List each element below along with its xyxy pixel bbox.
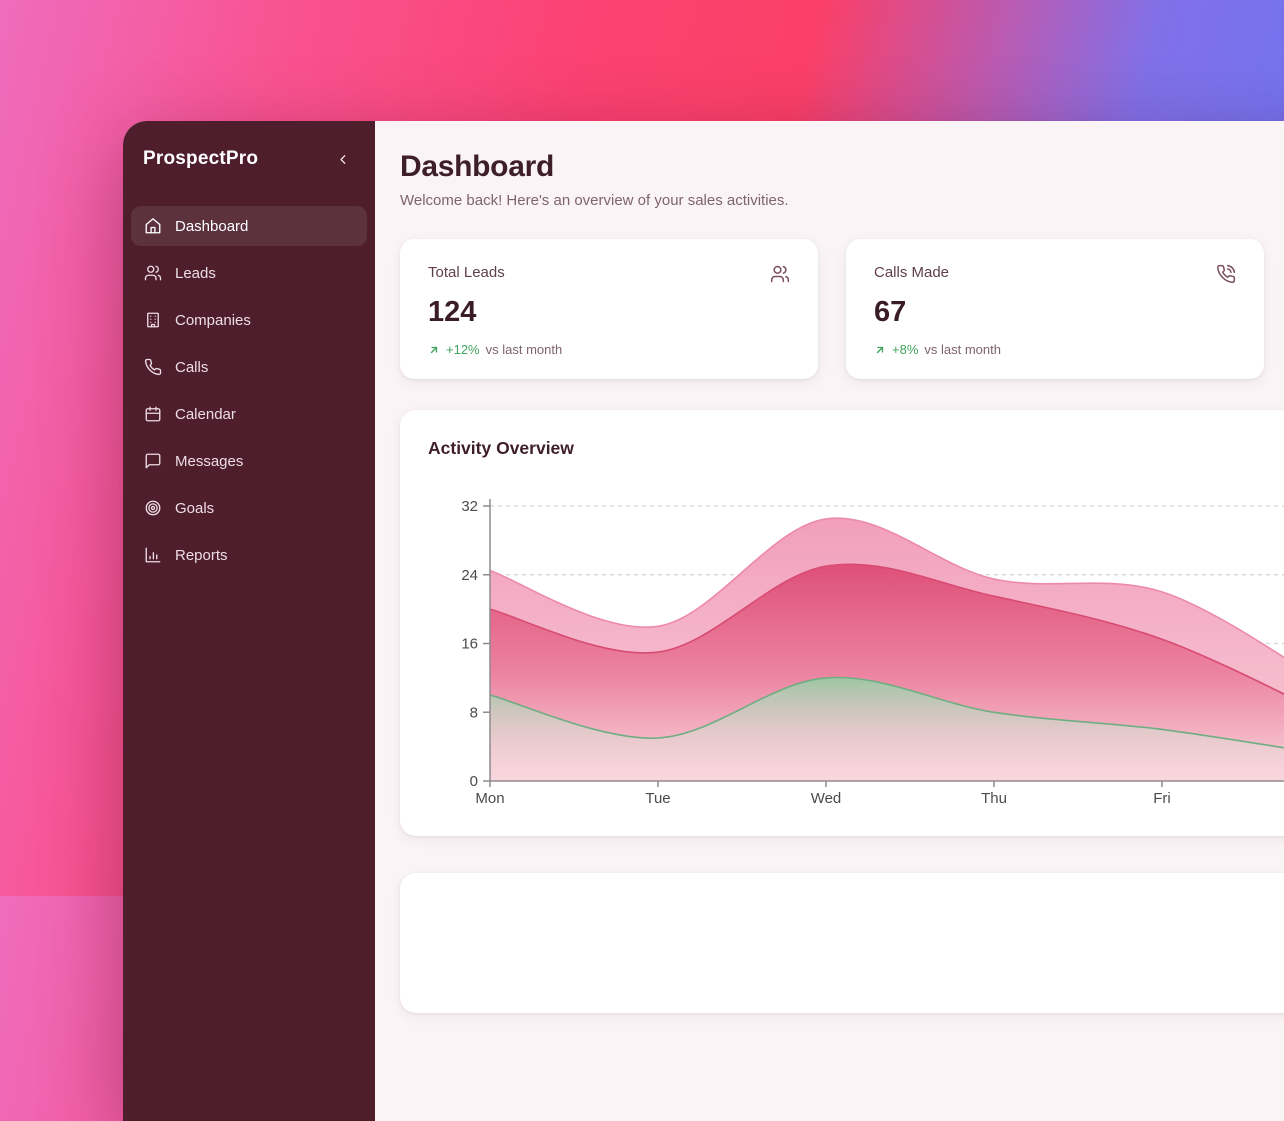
target-icon <box>145 500 161 516</box>
brand-logo: ProspectPro <box>143 148 259 169</box>
trend-percent: +12% <box>446 342 480 357</box>
sidebar-item-label: Messages <box>175 452 244 470</box>
up-right-icon <box>430 346 438 353</box>
x-tick-label: Wed <box>811 790 842 807</box>
stat-card-header: Total Leads <box>428 264 790 289</box>
line-series-pink-dark <box>489 563 1284 695</box>
stat-label: Total Leads <box>428 264 505 281</box>
sidebar-nav: Dashboard Leads Companies Calls Calendar Mess… <box>123 206 375 575</box>
message-square-icon <box>145 453 161 469</box>
y-tick-label: 0 <box>470 773 478 790</box>
trend-suffix: vs last month <box>485 342 563 357</box>
stat-card-header: Calls Made <box>874 264 1236 289</box>
sidebar-item-reports[interactable]: Reports <box>131 535 367 575</box>
area-series-green <box>490 677 1284 781</box>
stat-label: Calls Made <box>874 264 950 281</box>
activity-overview-card: Activity Overview 0 8 16 24 32 Mon Tue Wed Thu Fr… <box>400 410 1284 836</box>
activity-chart: 08162432MonTueWedThuFriSat <box>400 483 1284 823</box>
sidebar: ProspectPro Dashboard Leads Companies Calls… <box>123 121 375 1121</box>
y-tick-label: 24 <box>461 567 478 584</box>
activity-chart-svg: 08162432MonTueWedThuFriSat <box>461 498 1284 807</box>
home-icon <box>145 218 161 234</box>
sidebar-item-messages[interactable]: Messages <box>131 441 367 481</box>
stat-card-total-leads: Total Leads 124 +12% vs last month <box>400 239 818 379</box>
x-tick-label: Fri <box>1153 790 1171 807</box>
bar-chart-icon <box>145 547 161 563</box>
x-tick-label: Mon <box>475 790 504 807</box>
sidebar-item-calls[interactable]: Calls <box>131 347 367 387</box>
phone-icon <box>144 358 162 376</box>
sidebar-item-label: Companies <box>175 311 251 329</box>
stat-icon-holder <box>1216 264 1236 289</box>
users-icon <box>144 265 162 281</box>
stat-value: 124 <box>428 296 477 328</box>
x-tick-label: Tue <box>645 790 670 807</box>
sidebar-item-label: Dashboard <box>175 217 249 235</box>
sidebar-item-label: Leads <box>175 264 216 282</box>
calendar-icon <box>145 406 161 422</box>
sidebar-item-calendar[interactable]: Calendar <box>131 394 367 434</box>
building-icon <box>147 312 159 328</box>
sidebar-item-goals[interactable]: Goals <box>131 488 367 528</box>
trend-arrow-holder <box>874 344 886 356</box>
y-tick-label: 32 <box>461 498 478 515</box>
x-tick-label: Thu <box>981 790 1007 807</box>
app-window: ProspectPro Dashboard Leads Companies Calls… <box>123 121 1284 1121</box>
stat-card-calls-made: Calls Made 67 +8% vs last month <box>846 239 1264 379</box>
users-icon <box>770 265 790 283</box>
stat-trend: +12% vs last month <box>428 342 790 357</box>
trend-suffix: vs last month <box>924 342 1001 357</box>
sidebar-item-label: Calendar <box>175 405 236 423</box>
stat-icon-holder <box>770 264 790 289</box>
stat-value: 67 <box>874 296 907 328</box>
phone-call-icon <box>1217 264 1236 284</box>
sidebar-item-label: Goals <box>175 499 215 517</box>
y-tick-label: 16 <box>461 636 478 653</box>
stat-trend: +8% vs last month <box>874 342 1236 357</box>
chart-title: Activity Overview <box>428 438 574 458</box>
trend-arrow-holder <box>428 344 440 356</box>
sidebar-item-dashboard[interactable]: Dashboard <box>131 206 367 246</box>
sidebar-item-leads[interactable]: Leads <box>131 253 367 293</box>
trend-percent: +8% <box>892 342 919 357</box>
bottom-card-clipped <box>400 873 1284 1013</box>
chart-axes <box>489 499 1284 782</box>
line-series-green <box>489 676 1284 749</box>
sidebar-collapse-button[interactable] <box>333 149 353 169</box>
sidebar-item-label: Reports <box>175 546 228 564</box>
chevron-left-icon <box>339 154 345 164</box>
line-series-pink-light <box>489 517 1284 659</box>
page-subtitle: Welcome back! Here's an overview of your… <box>400 192 789 209</box>
sidebar-item-companies[interactable]: Companies <box>131 300 367 340</box>
main-content: Dashboard Welcome back! Here's an overvi… <box>375 121 1284 1121</box>
y-tick-label: 8 <box>470 704 478 721</box>
sidebar-header: ProspectPro <box>123 121 375 170</box>
sidebar-item-label: Calls <box>175 358 209 376</box>
up-right-icon <box>876 346 884 353</box>
stats-row: Total Leads 124 +12% vs last month Calls Mad… <box>400 239 1284 379</box>
page-title: Dashboard <box>400 150 554 183</box>
